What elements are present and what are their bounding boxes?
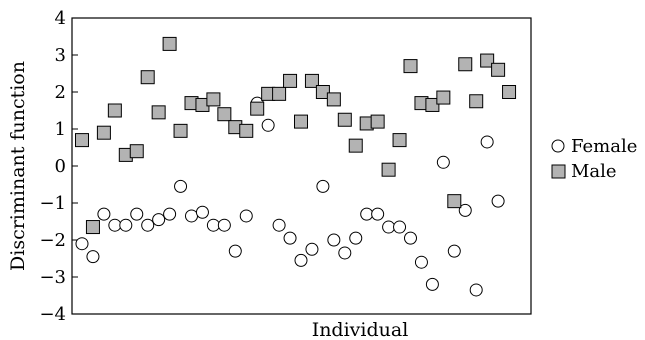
male-point (403, 59, 418, 74)
female-point (404, 231, 417, 245)
male-point (326, 92, 341, 107)
female-point (305, 242, 319, 256)
male-point (425, 97, 440, 112)
female-point (436, 155, 450, 169)
female-point (458, 203, 472, 217)
female-point (294, 253, 308, 267)
female-point (414, 255, 428, 269)
male-point (447, 194, 462, 209)
data-points (75, 36, 517, 297)
male-point (480, 53, 495, 68)
female-point (130, 207, 144, 221)
male-point (162, 36, 177, 51)
male-point (469, 94, 484, 109)
female-point (382, 220, 396, 234)
male-point (250, 101, 265, 116)
male-point (348, 138, 363, 153)
female-point (327, 233, 341, 247)
y-tick-label: 2 (55, 82, 66, 103)
female-point (283, 231, 297, 245)
female-point (163, 207, 177, 221)
female-point (119, 218, 133, 232)
female-point (75, 237, 89, 251)
female-point (425, 277, 439, 291)
female-point (360, 207, 374, 221)
male-point (294, 114, 308, 129)
female-point (108, 218, 122, 232)
male-point (217, 107, 232, 122)
legend: Female Male (551, 136, 637, 182)
male-point (173, 123, 188, 138)
y-tick-label: −1 (39, 193, 66, 214)
male-point (107, 103, 122, 118)
y-tick-label: −2 (39, 230, 66, 251)
male-point (381, 162, 396, 177)
female-point (228, 244, 242, 258)
female-point (97, 207, 111, 221)
y-axis-ticks: −4 −3 −2 −1 0 1 2 3 4 (39, 8, 78, 325)
female-point (338, 246, 352, 260)
legend-female-marker (551, 139, 565, 153)
female-point (316, 179, 330, 193)
female-point (447, 244, 461, 258)
female-point (206, 218, 220, 232)
female-point (393, 220, 407, 234)
male-point (304, 73, 319, 88)
male-point (315, 85, 330, 99)
female-point (272, 218, 286, 232)
male-point (370, 114, 385, 129)
y-tick-label: −3 (39, 267, 66, 288)
female-point (86, 250, 100, 264)
y-tick-label: 4 (55, 8, 66, 29)
male-point (392, 133, 407, 148)
female-point (349, 231, 363, 245)
female-point (174, 179, 188, 193)
male-point (151, 105, 166, 120)
male-point (129, 144, 144, 159)
female-point (195, 205, 209, 219)
male-point (239, 123, 254, 138)
female-point (371, 207, 385, 221)
male-point (96, 125, 111, 140)
y-tick-label: −4 (39, 304, 66, 325)
male-point (272, 86, 287, 101)
legend-female-label: Female (571, 136, 637, 157)
male-point (458, 57, 473, 72)
female-point (261, 118, 275, 132)
male-point (206, 92, 221, 107)
male-point (491, 62, 506, 77)
female-point (217, 218, 231, 232)
y-tick-label: 3 (55, 45, 66, 66)
male-point (140, 70, 155, 85)
male-point (75, 133, 89, 148)
y-tick-label: 0 (55, 156, 66, 177)
y-tick-label: 1 (55, 119, 66, 140)
x-axis-label: Individual (312, 319, 409, 340)
male-point (85, 220, 100, 235)
female-point (469, 283, 483, 297)
male-point (337, 112, 352, 127)
female-point (152, 213, 166, 227)
male-point (283, 73, 298, 88)
female-point (141, 218, 155, 232)
y-axis-label: Discriminant function (7, 61, 29, 271)
male-point (436, 90, 451, 105)
female-point (491, 194, 505, 208)
female-point (185, 209, 198, 223)
male-point (502, 85, 517, 99)
female-point (239, 209, 253, 223)
legend-male-label: Male (571, 161, 617, 182)
legend-male-marker (551, 164, 566, 179)
female-point (480, 135, 494, 149)
